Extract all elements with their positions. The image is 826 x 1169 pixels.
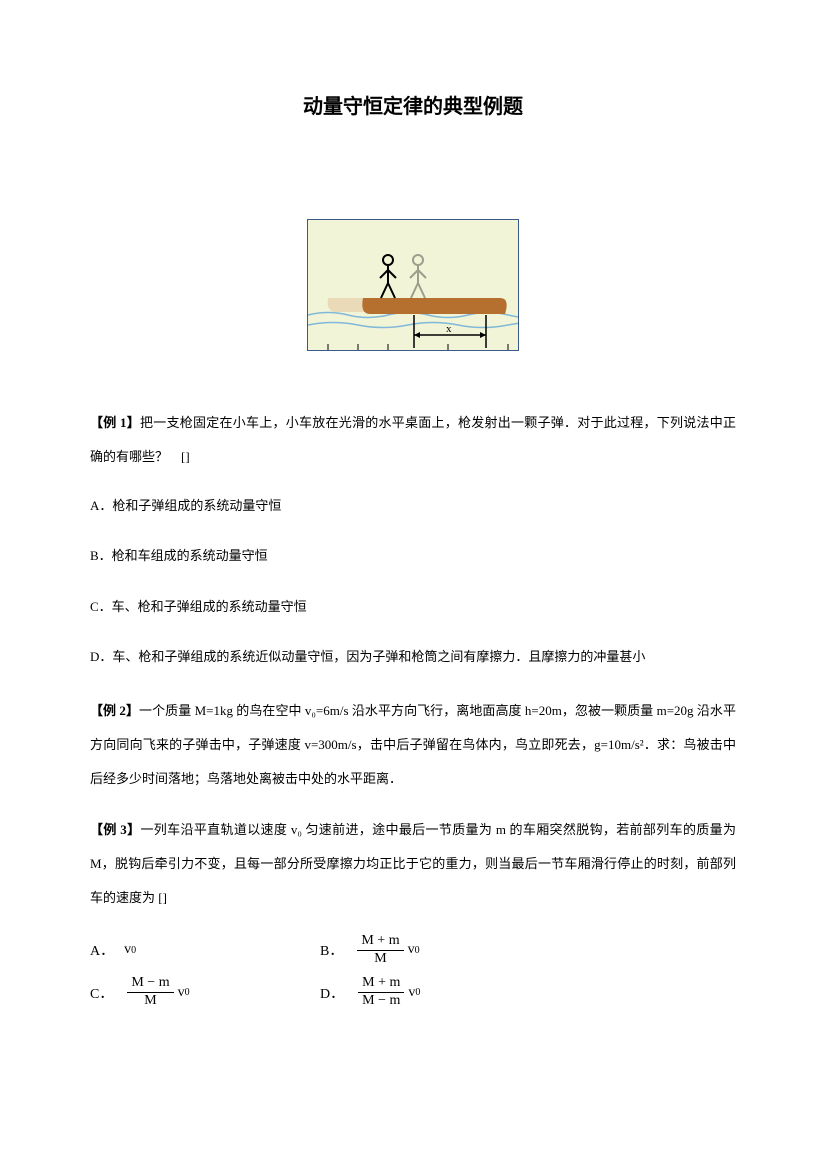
formula-options: A． v0 B． M + m M v0 C． M − m M v0 [90,933,736,1010]
option-b: B．枪和车组成的系统动量守恒 [90,542,736,571]
example-3-text: 一列车沿平直轨道以速度 v₀ 匀速前进，途中最后一节质量为 m 的车厢突然脱钩，… [90,822,736,905]
formula-d-den: M − m [358,993,404,1010]
formula-b-den: M [370,951,390,968]
x-label: x [446,323,452,335]
formula-b-letter: B． [320,940,343,960]
formula-b-fraction: M + m M [357,933,403,968]
boat-figure-svg: x [308,220,518,350]
formula-c-fraction: M − m M [127,975,173,1010]
example-2-label: 【例 2】 [90,703,139,718]
illustration-container: x [90,219,736,356]
formula-d-num: M + m [358,975,404,993]
formula-option-c: C． M − m M v0 [90,975,320,1010]
formula-c-den: M [140,993,160,1010]
example-1-question: 【例 1】把一支枪固定在小车上，小车放在光滑的水平桌面上，枪发射出一颗子弹．对于… [90,406,736,474]
formula-option-b: B． M + m M v0 [320,933,520,968]
formula-a-sub: 0 [131,945,136,956]
momentum-illustration: x [307,219,519,351]
formula-c-tail: v [178,985,185,1001]
example-3-label: 【例 3】 [90,822,140,837]
option-a: A．枪和子弹组成的系统动量守恒 [90,492,736,521]
formula-d-sub: 0 [415,987,420,998]
formula-b-tail: v [408,942,415,958]
option-d: D．车、枪和子弹组成的系统近似动量守恒，因为子弹和枪筒之间有摩擦力．且摩擦力的冲… [90,643,736,672]
page-title: 动量守恒定律的典型例题 [90,90,736,119]
formula-a-letter: A． [90,940,114,960]
example-2-text: 一个质量 M=1kg 的鸟在空中 v₀=6m/s 沿水平方向飞行，离地面高度 h… [90,703,736,786]
formula-c-sub: 0 [185,987,190,998]
formula-d-letter: D． [320,983,344,1003]
example-2-question: 【例 2】一个质量 M=1kg 的鸟在空中 v₀=6m/s 沿水平方向飞行，离地… [90,694,736,795]
formula-option-d: D． M + m M − m v0 [320,975,520,1010]
example-3-question: 【例 3】一列车沿平直轨道以速度 v₀ 匀速前进，途中最后一节质量为 m 的车厢… [90,813,736,914]
formula-d-fraction: M + m M − m [358,975,404,1010]
example-1-text: 把一支枪固定在小车上，小车放在光滑的水平桌面上，枪发射出一颗子弹．对于此过程，下… [90,415,736,464]
option-c: C．车、枪和子弹组成的系统动量守恒 [90,593,736,622]
formula-d-tail: v [408,985,415,1001]
formula-option-a: A． v0 [90,940,320,960]
formula-c-num: M − m [127,975,173,993]
formula-c-letter: C． [90,983,113,1003]
formula-b-sub: 0 [415,945,420,956]
example-1-label: 【例 1】 [90,415,140,430]
formula-a-expr: v [124,942,131,958]
formula-b-num: M + m [357,933,403,951]
